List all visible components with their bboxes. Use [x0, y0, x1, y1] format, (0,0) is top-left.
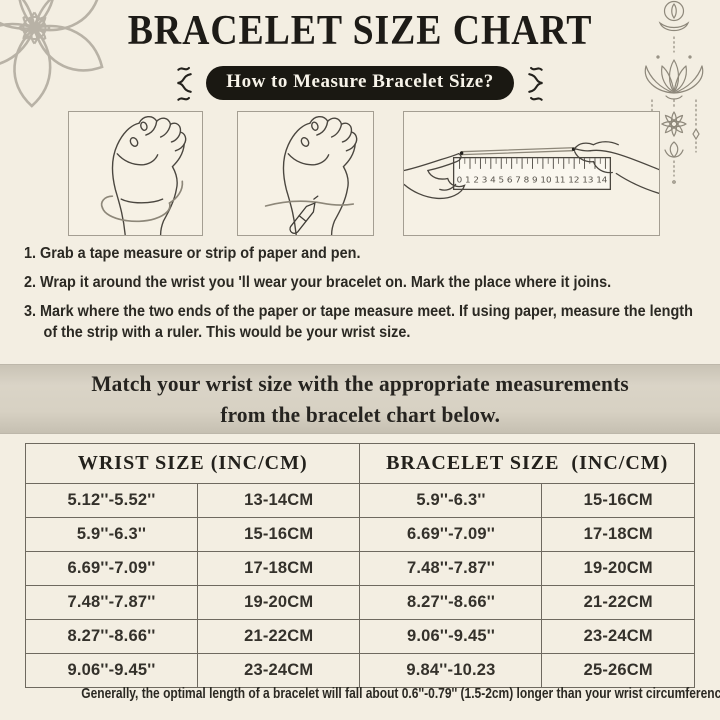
footnote: Generally, the optimal length of a brace… — [0, 684, 720, 704]
size-cell: 9.84''-10.23 — [359, 653, 543, 688]
illustration-panel-tape — [68, 111, 203, 236]
table-row: 7.48''-7.87'' 19-20CM 8.27''-8.66'' 21-2… — [25, 585, 695, 620]
size-cell: 6.69''-7.09'' — [25, 551, 198, 586]
illustration-panel-ruler: 0 1 2 3 4 5 6 7 8 9 10 11 12 13 14 — [403, 111, 660, 236]
footnote-text: Generally, the optimal length of a brace… — [81, 685, 720, 702]
table-row: 8.27''-8.66'' 21-22CM 9.06''-9.45'' 23-2… — [25, 619, 695, 654]
subtitle-pill: How to Measure Bracelet Size? — [206, 65, 514, 101]
size-cell: 19-20CM — [196, 585, 361, 620]
page-title: BRACELET SIZE CHART — [127, 8, 593, 54]
size-cell: 8.27''-8.66'' — [25, 619, 198, 654]
size-cell: 9.06''-9.45'' — [25, 653, 198, 688]
table-row: 9.06''-9.45'' 23-24CM 9.84''-10.23 25-26… — [25, 653, 695, 688]
size-table: WRIST SIZE (INC/CM) BRACELET SIZE (INC/C… — [24, 443, 695, 688]
step-2: 2. Wrap it around the wrist you 'll wear… — [24, 274, 612, 292]
match-banner: Match your wrist size with the appropria… — [0, 364, 720, 434]
size-cell: 5.12''-5.52'' — [25, 483, 198, 518]
flourish-right-icon — [527, 66, 543, 101]
size-cell: 23-24CM — [541, 619, 695, 654]
size-cell: 21-22CM — [541, 585, 695, 620]
table-row: 5.9''-6.3'' 15-16CM 6.69''-7.09'' 17-18C… — [25, 517, 695, 552]
ruler-scale-numbers: 0 1 2 3 4 5 6 7 8 9 10 11 12 13 14 — [457, 175, 608, 184]
match-banner-line2: from the bracelet chart below. — [220, 402, 500, 427]
flourish-left-icon — [177, 66, 193, 101]
size-cell: 23-24CM — [196, 653, 361, 688]
step-1: 1. Grab a tape measure or strip of paper… — [24, 245, 361, 262]
size-cell: 15-16CM — [541, 483, 695, 518]
hands-with-ruler-icon: 0 1 2 3 4 5 6 7 8 9 10 11 12 13 14 — [404, 141, 659, 200]
steps-list: 1. Grab a tape measure or strip of paper… — [24, 243, 708, 351]
size-cell: 5.9''-6.3'' — [25, 517, 198, 552]
size-cell: 21-22CM — [196, 619, 361, 654]
size-cell: 6.69''-7.09'' — [359, 517, 543, 552]
bracelet-size-header: BRACELET SIZE (INC/CM) — [359, 443, 695, 484]
hand-with-tape-icon — [100, 116, 187, 235]
wrist-size-header: WRIST SIZE (INC/CM) — [24, 443, 361, 484]
size-cell: 7.48''-7.87'' — [359, 551, 543, 586]
size-cell: 13-14CM — [196, 483, 361, 518]
size-cell: 8.27''-8.66'' — [359, 585, 543, 620]
hand-with-pen-icon — [264, 116, 358, 235]
size-cell: 17-18CM — [196, 551, 361, 586]
subtitle-row: How to Measure Bracelet Size? — [0, 62, 720, 104]
table-header-row: WRIST SIZE (INC/CM) BRACELET SIZE (INC/C… — [24, 443, 695, 484]
step-3: 3. Mark where the two ends of the paper … — [24, 303, 693, 342]
table-row: 5.12''-5.52'' 13-14CM 5.9''-6.3'' 15-16C… — [25, 483, 695, 518]
size-cell: 9.06''-9.45'' — [359, 619, 543, 654]
size-cell: 17-18CM — [541, 517, 695, 552]
size-cell: 5.9''-6.3'' — [359, 483, 543, 518]
table-row: 6.69''-7.09'' 17-18CM 7.48''-7.87'' 19-2… — [25, 551, 695, 586]
illustration-panel-pen — [237, 111, 374, 236]
size-cell: 19-20CM — [541, 551, 695, 586]
size-cell: 25-26CM — [541, 653, 695, 688]
size-cell: 7.48''-7.87'' — [25, 585, 198, 620]
mandala-flower-icon — [0, 0, 104, 108]
match-banner-line1: Match your wrist size with the appropria… — [91, 370, 629, 396]
size-cell: 15-16CM — [196, 517, 361, 552]
